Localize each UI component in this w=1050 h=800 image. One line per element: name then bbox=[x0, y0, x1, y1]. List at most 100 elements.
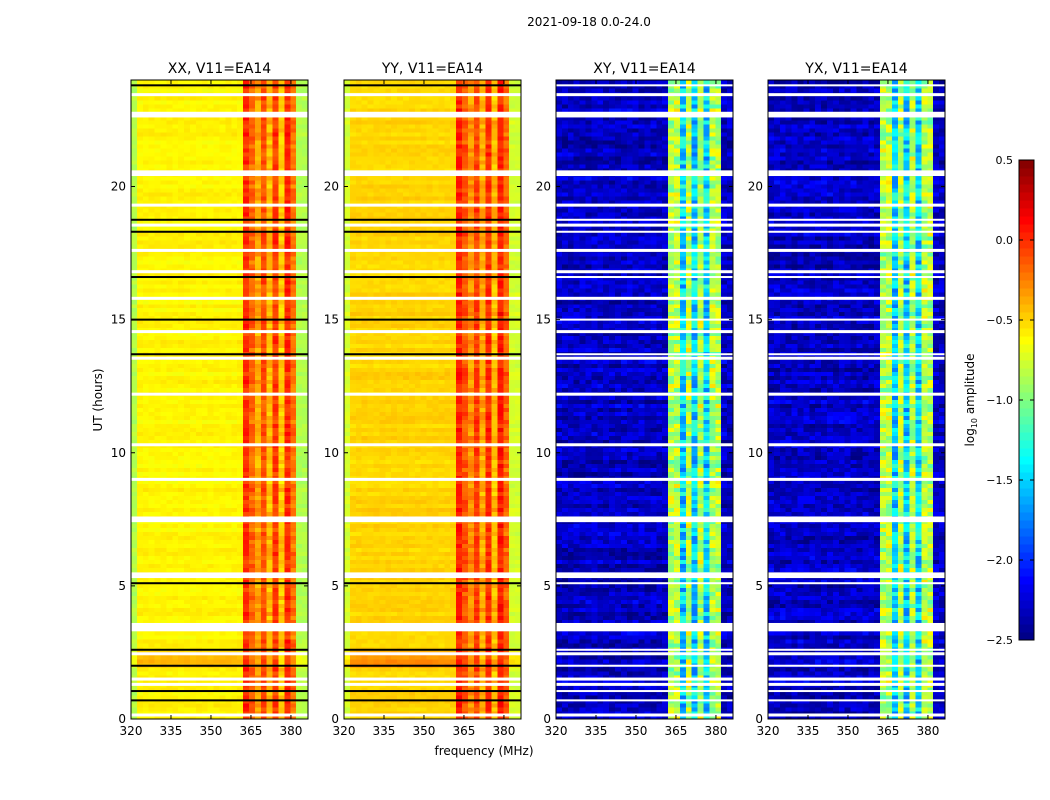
heatmap-cell bbox=[184, 131, 191, 137]
heatmap-cell bbox=[148, 135, 156, 141]
heatmap-cell bbox=[195, 551, 203, 556]
heatmap-cell bbox=[178, 291, 185, 297]
heatmap-cell bbox=[184, 239, 191, 245]
heatmap-cell bbox=[219, 679, 226, 684]
heatmap-cell bbox=[290, 563, 297, 568]
heatmap-cell bbox=[284, 547, 291, 552]
heatmap-cell bbox=[142, 155, 150, 161]
heatmap-cell bbox=[225, 615, 232, 620]
heatmap-cell bbox=[290, 511, 297, 516]
heatmap-cell bbox=[260, 163, 268, 169]
heatmap-cell bbox=[160, 335, 167, 341]
heatmap-cell bbox=[249, 471, 256, 476]
heatmap-cell bbox=[178, 635, 185, 640]
heatmap-cell bbox=[172, 80, 179, 85]
heatmap-cell bbox=[131, 667, 138, 672]
heatmap-cell bbox=[249, 323, 256, 329]
heatmap-cell bbox=[278, 375, 285, 381]
heatmap-cell bbox=[154, 599, 162, 604]
heatmap-cell bbox=[207, 315, 215, 321]
heatmap-cell bbox=[225, 367, 232, 373]
heatmap-cell bbox=[243, 547, 250, 552]
heatmap-cell bbox=[148, 503, 156, 508]
heatmap-cell bbox=[254, 483, 262, 488]
heatmap-cell bbox=[166, 707, 173, 712]
heatmap-cell bbox=[207, 195, 215, 201]
heatmap-cell bbox=[148, 539, 156, 544]
heatmap-cell bbox=[284, 415, 291, 421]
heatmap-cell bbox=[172, 447, 179, 452]
heatmap-cell bbox=[190, 151, 197, 157]
heatmap-cell bbox=[260, 195, 268, 201]
heatmap-cell bbox=[284, 639, 291, 644]
heatmap-cell bbox=[278, 439, 285, 444]
heatmap-cell bbox=[296, 703, 303, 708]
heatmap-cell bbox=[136, 511, 144, 516]
heatmap-cell bbox=[207, 547, 215, 552]
heatmap-cell bbox=[231, 195, 238, 201]
heatmap-cell bbox=[243, 535, 250, 540]
heatmap-cell bbox=[195, 419, 203, 425]
heatmap-cell bbox=[225, 619, 232, 624]
heatmap-cell bbox=[266, 491, 274, 496]
heatmap-cell bbox=[142, 259, 150, 265]
heatmap-cell bbox=[260, 431, 268, 437]
heatmap-cell bbox=[172, 475, 179, 480]
heatmap-cell bbox=[172, 175, 179, 181]
heatmap-cell bbox=[148, 96, 156, 101]
heatmap-cell bbox=[166, 407, 173, 413]
heatmap-cell bbox=[136, 255, 144, 261]
heatmap-cell bbox=[231, 407, 238, 413]
heatmap-cell bbox=[131, 507, 138, 512]
heatmap-cell bbox=[136, 104, 144, 109]
heatmap-cell bbox=[219, 439, 226, 444]
heatmap-cell bbox=[148, 311, 156, 317]
heatmap-cell bbox=[266, 503, 274, 508]
heatmap-cell bbox=[272, 555, 280, 560]
heatmap-cell bbox=[190, 287, 197, 293]
heatmap-cell bbox=[284, 411, 291, 417]
heatmap-cell bbox=[254, 595, 262, 600]
heatmap-cell bbox=[260, 395, 268, 401]
heatmap-cell bbox=[296, 631, 303, 636]
heatmap-cell bbox=[213, 671, 221, 676]
heatmap-cell bbox=[278, 383, 285, 389]
heatmap-cell bbox=[237, 507, 244, 512]
heatmap-cell bbox=[408, 707, 416, 712]
heatmap-cell bbox=[249, 603, 256, 608]
heatmap-cell bbox=[237, 271, 244, 277]
heatmap-cell bbox=[231, 715, 238, 720]
heatmap-cell bbox=[154, 375, 162, 381]
heatmap-cell bbox=[278, 123, 285, 129]
heatmap-cell bbox=[272, 547, 280, 552]
heatmap-cell bbox=[237, 139, 244, 145]
heatmap-cell bbox=[290, 187, 297, 193]
heatmap-cell bbox=[154, 315, 162, 321]
heatmap-cell bbox=[231, 615, 238, 620]
heatmap-cell bbox=[160, 315, 167, 321]
heatmap-cell bbox=[296, 135, 303, 141]
heatmap-cell bbox=[195, 207, 203, 213]
heatmap-cell bbox=[272, 403, 280, 409]
heatmap-cell bbox=[231, 415, 238, 421]
heatmap-cell bbox=[272, 715, 280, 720]
heatmap-cell bbox=[225, 211, 232, 217]
heatmap-cell bbox=[142, 511, 150, 516]
heatmap-cell bbox=[225, 88, 232, 93]
heatmap-cell bbox=[237, 587, 244, 592]
heatmap-cell bbox=[278, 495, 285, 500]
heatmap-cell bbox=[479, 707, 487, 712]
heatmap-cell bbox=[225, 411, 232, 417]
heatmap-cell bbox=[243, 507, 250, 512]
heatmap-cell bbox=[178, 603, 185, 608]
heatmap-cell bbox=[160, 671, 167, 676]
heatmap-cell bbox=[142, 491, 150, 496]
heatmap-cell bbox=[160, 347, 167, 353]
heatmap-cell bbox=[195, 323, 203, 329]
heatmap-cell bbox=[195, 299, 203, 305]
heatmap-cell bbox=[148, 667, 156, 672]
heatmap-cell bbox=[213, 659, 221, 664]
heatmap-cell bbox=[201, 707, 209, 712]
heatmap-cell bbox=[160, 595, 167, 600]
heatmap-cell bbox=[249, 335, 256, 341]
